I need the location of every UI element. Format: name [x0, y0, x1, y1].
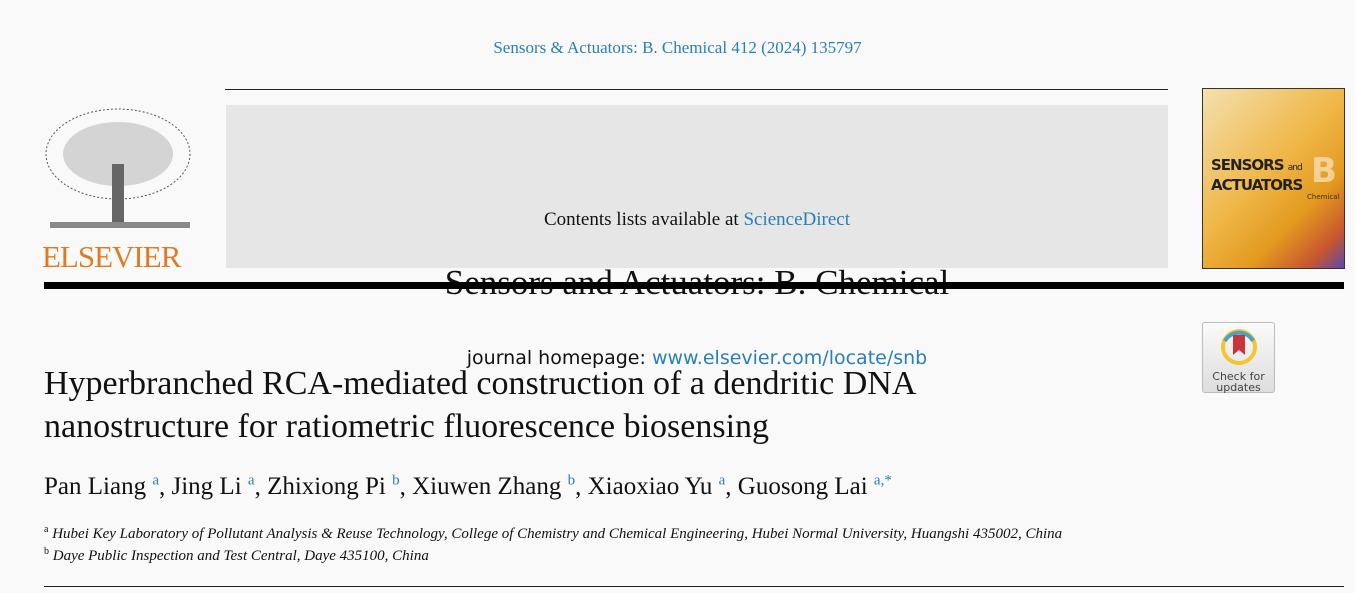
cover-subtitle: Chemical [1307, 193, 1340, 201]
contents-line: Contents lists available at ScienceDirec… [226, 209, 1168, 231]
author-name: Pan Liang [44, 473, 147, 501]
homepage-prefix: journal homepage: [466, 347, 652, 369]
homepage-link[interactable]: www.elsevier.com/locate/snb [651, 347, 928, 369]
cover-letter: B [1311, 151, 1337, 191]
journal-banner: Contents lists available at ScienceDirec… [226, 105, 1168, 369]
author-name: Xiuwen Zhang [412, 473, 562, 501]
homepage-line: journal homepage: www.elsevier.com/locat… [226, 347, 1168, 369]
author-name: Zhixiong Pi [267, 473, 386, 501]
author[interactable]: Pan Liang a [44, 473, 159, 500]
affiliation-label: a [44, 524, 49, 535]
author-name: Jing Li [171, 473, 242, 501]
sciencedirect-link[interactable]: ScienceDirect [743, 209, 851, 230]
author-affiliation-sup[interactable]: b [392, 473, 400, 489]
elsevier-logo: ELSEVIER [40, 104, 195, 274]
journal-citation[interactable]: Sensors & Actuators: B. Chemical 412 (20… [493, 38, 862, 57]
tree-icon [45, 108, 191, 228]
crossmark-line-2: updates [1216, 381, 1261, 394]
author-name: Guosong Lai [737, 473, 868, 501]
affiliation-text: Daye Public Inspection and Test Central,… [52, 548, 429, 564]
divider [225, 89, 1168, 90]
elsevier-wordmark: ELSEVIER [42, 239, 181, 274]
affiliation-a: a Hubei Key Laboratory of Pollutant Anal… [44, 524, 1062, 543]
divider [44, 586, 1344, 587]
author-affiliation-sup[interactable]: a [152, 473, 159, 489]
contents-prefix: Contents lists available at [543, 209, 744, 230]
author-list: Pan Liang a, Jing Li a, Zhixiong Pi b, X… [44, 473, 892, 501]
author[interactable]: Guosong Lai a,* [738, 473, 892, 500]
author-affiliation-sup[interactable]: b [567, 473, 576, 489]
crossmark-icon [1220, 329, 1257, 365]
article-title: Hyperbranched RCA-mediated construction … [44, 365, 915, 445]
author[interactable]: Zhixiong Pi b [267, 473, 400, 500]
affiliation-b: b Daye Public Inspection and Test Centra… [44, 546, 429, 565]
journal-cover[interactable]: SENSORS and ACTUATORS B Chemical [1202, 88, 1345, 269]
divider-thick [44, 282, 1344, 289]
crossmark-label: Check for updates [1203, 371, 1274, 393]
author[interactable]: Xiaoxiao Yu a [588, 473, 726, 500]
crossmark-line-1: Check for [1212, 370, 1265, 383]
author[interactable]: Xiuwen Zhang b [412, 473, 575, 500]
check-for-updates-button[interactable]: Check for updates [1202, 322, 1275, 393]
cover-title-1: SENSORS [1211, 156, 1285, 174]
affiliation-label: b [44, 546, 49, 557]
cover-and: and [1287, 163, 1303, 173]
author-affiliation-sup[interactable]: a [247, 473, 255, 489]
author-affiliation-sup[interactable]: a,* [873, 473, 892, 489]
author-name: Xiaoxiao Yu [587, 473, 713, 501]
author[interactable]: Jing Li a [172, 473, 255, 500]
cover-title-2: ACTUATORS [1211, 176, 1303, 194]
affiliation-text: Hubei Key Laboratory of Pollutant Analys… [52, 526, 1063, 542]
author-affiliation-sup[interactable]: a [718, 473, 726, 489]
